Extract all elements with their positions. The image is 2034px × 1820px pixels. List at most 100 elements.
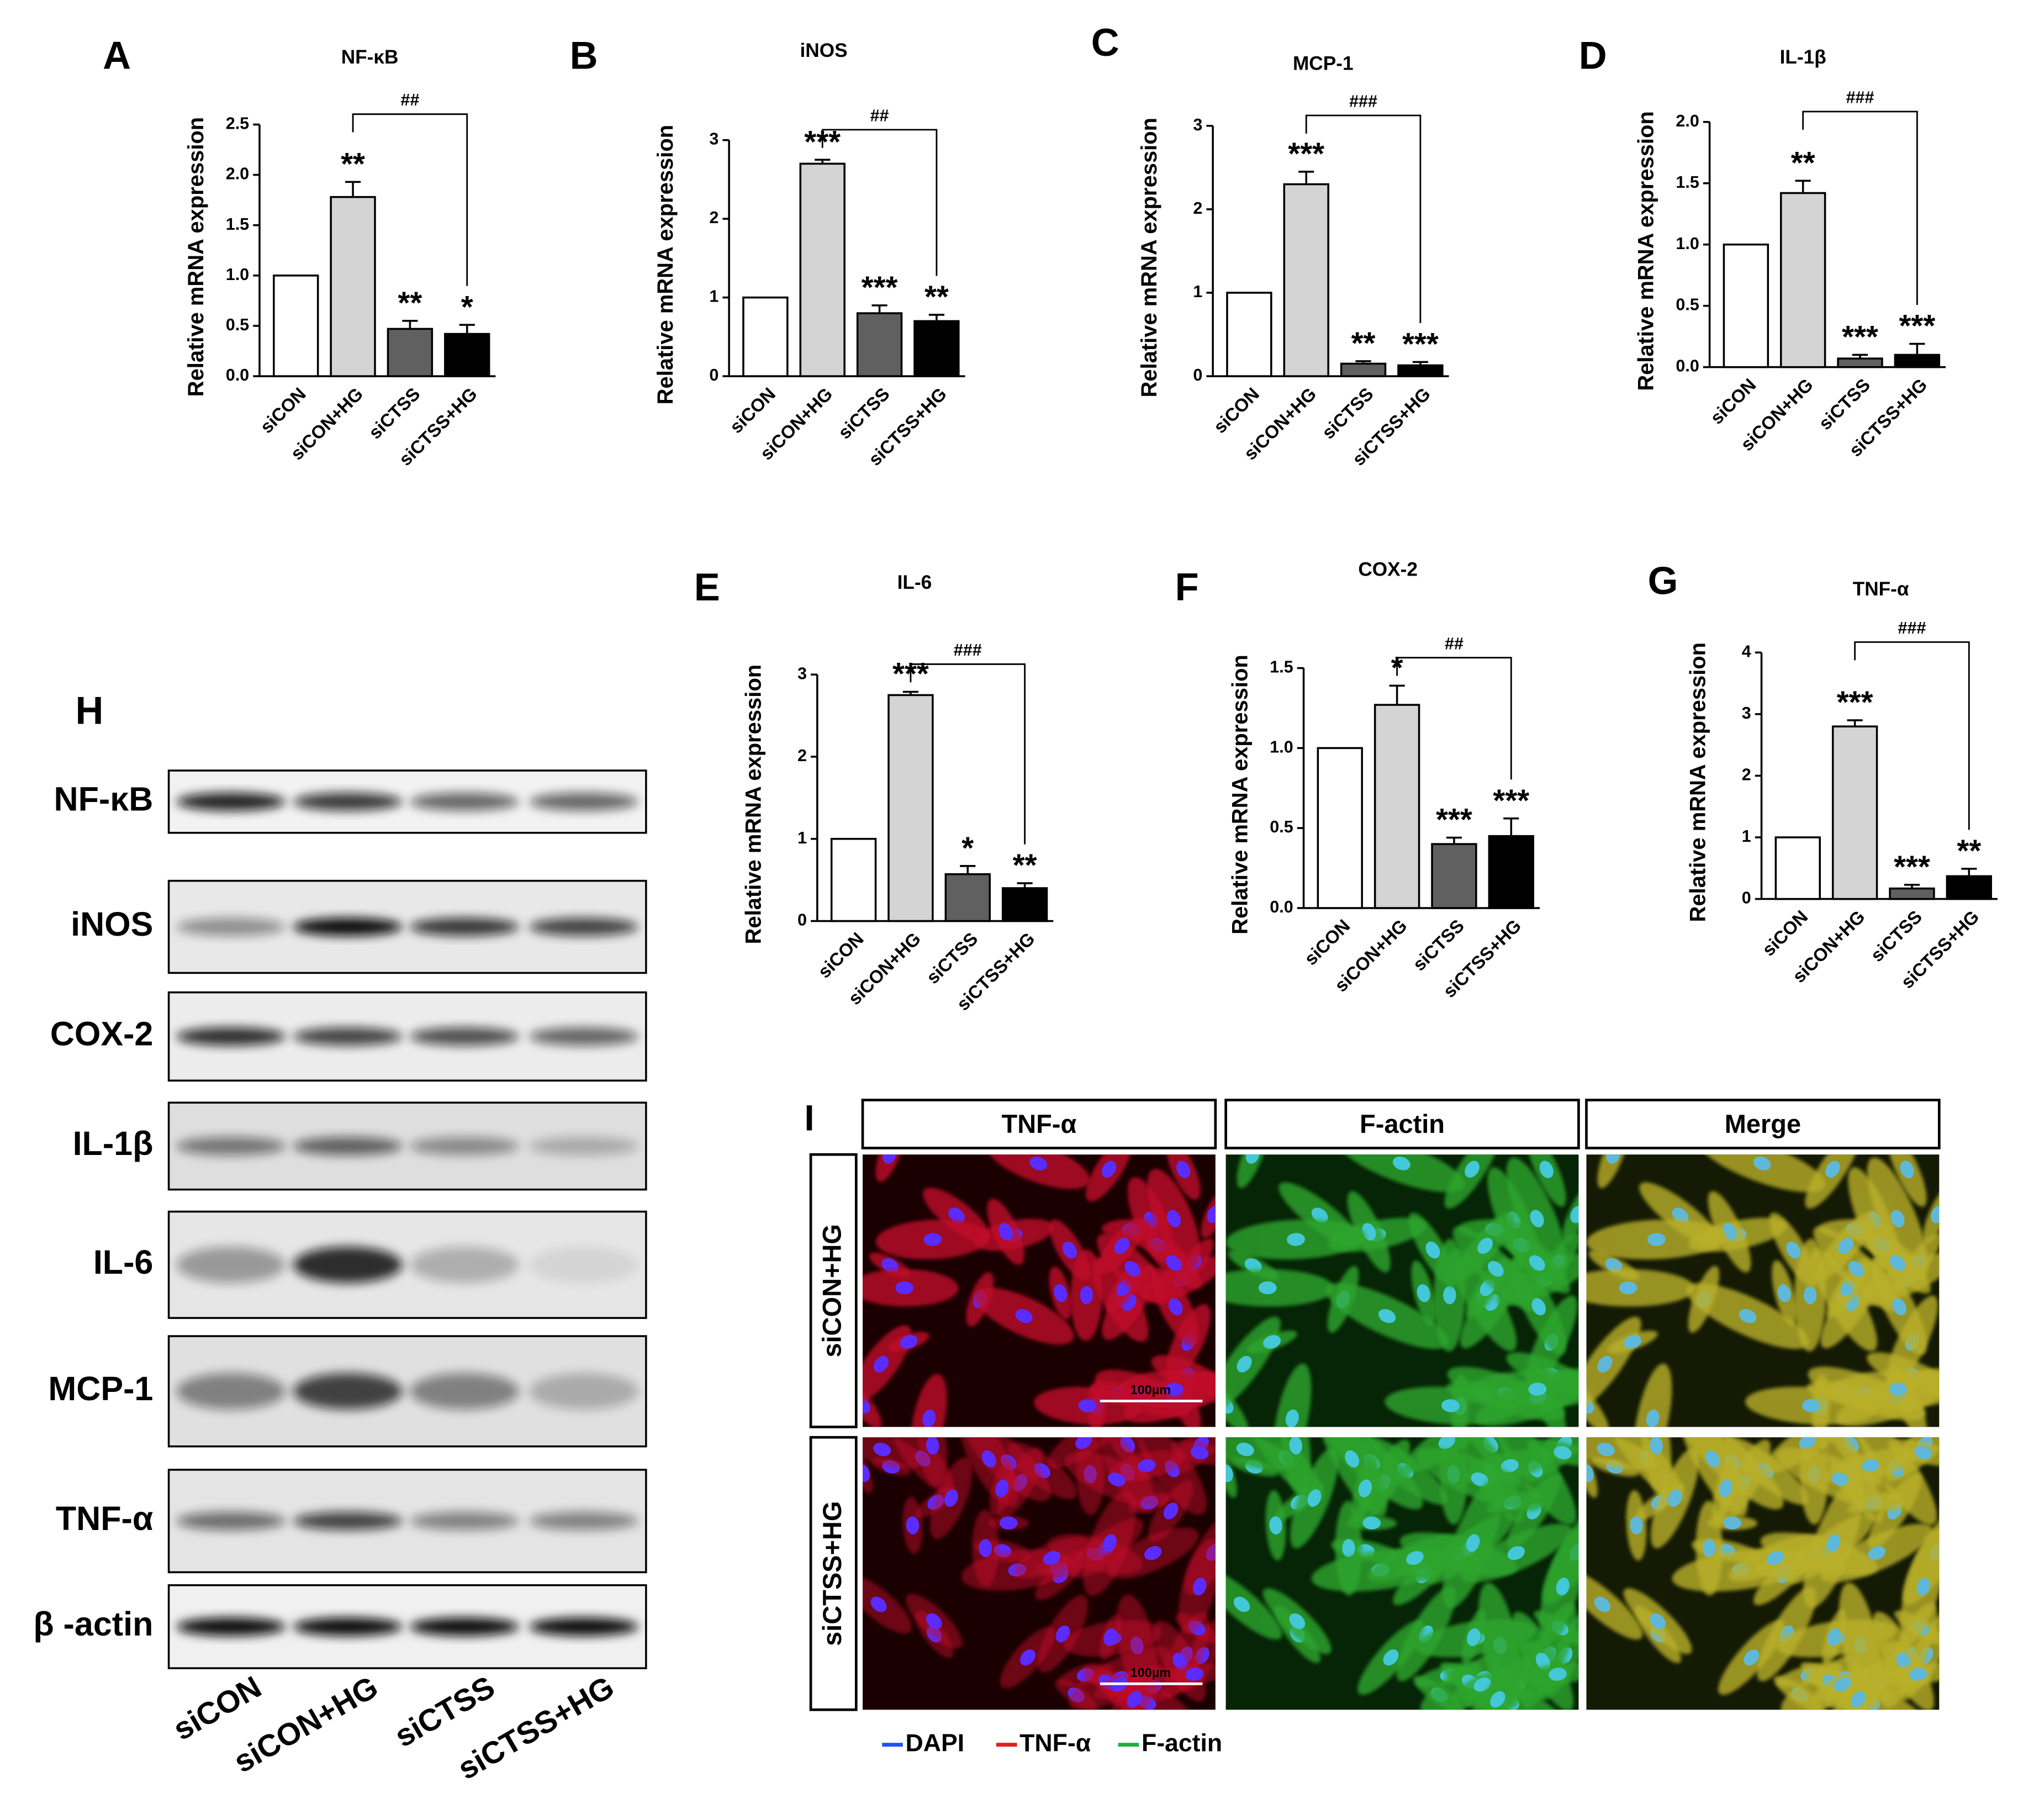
y-axis-label: Relative mRNA expression	[1686, 642, 1710, 922]
y-tick-label: 2.5	[226, 114, 249, 133]
nucleus	[1392, 1156, 1410, 1170]
y-axis-label: Relative mRNA expression	[184, 117, 208, 397]
nucleus	[1647, 1233, 1666, 1246]
nucleus	[1570, 1205, 1579, 1223]
nucleus	[906, 1516, 920, 1534]
nucleus	[883, 1154, 897, 1164]
nucleus	[1825, 1160, 1840, 1178]
x-tick-label: siCON	[726, 383, 779, 437]
nucleus	[1166, 1210, 1181, 1228]
nucleus	[1916, 1578, 1930, 1596]
y-tick-label: 2.0	[1676, 112, 1699, 130]
nucleus	[1263, 1335, 1281, 1349]
bar	[742, 296, 789, 377]
nucleus	[1467, 1628, 1481, 1647]
bar	[944, 873, 991, 922]
nucleus	[948, 1207, 965, 1223]
significance-label: ***	[1894, 850, 1930, 884]
chart-title: TNF-α	[1853, 578, 1909, 600]
significance-bracket	[1396, 657, 1512, 780]
y-axis-label: Relative mRNA expression	[1634, 111, 1658, 391]
nucleus	[1487, 1260, 1504, 1277]
bar	[1397, 364, 1444, 377]
y-tick-label: 3	[709, 130, 718, 149]
chart-title: MCP-1	[1293, 53, 1354, 75]
nucleus	[1767, 1551, 1784, 1565]
nucleus	[1378, 1309, 1396, 1323]
bar-charts: A NF-κB Relative mRNA expression 0.0 0.5 1.0 1…	[103, 20, 1998, 1015]
significance-label: ***	[1842, 319, 1878, 354]
blot-band	[529, 1373, 638, 1410]
nucleus	[1900, 1160, 1914, 1179]
column-header: F-actin	[1360, 1109, 1445, 1138]
nucleus	[1465, 1160, 1480, 1178]
blot-band	[176, 1512, 286, 1531]
nucleus	[1650, 1613, 1666, 1629]
nucleus	[981, 1450, 996, 1468]
bar	[1431, 843, 1477, 909]
nucleus	[995, 1479, 1009, 1497]
y-axis-label: Relative mRNA expression	[1228, 655, 1252, 934]
nucleus	[1103, 1628, 1118, 1647]
y-tick-label: 2	[797, 746, 807, 765]
nucleus	[1311, 1207, 1328, 1223]
nucleus	[1207, 1205, 1216, 1223]
blot-row-label: MCP-1	[48, 1370, 153, 1407]
significance-bracket	[1305, 114, 1422, 323]
nucleus	[926, 1613, 942, 1629]
nucleus	[881, 1258, 899, 1273]
blot-band	[410, 1512, 519, 1531]
nucleus	[923, 1233, 942, 1246]
nucleus	[1055, 1625, 1070, 1643]
nucleus	[1342, 1539, 1355, 1558]
blot-band	[529, 917, 638, 936]
y-tick-label: 0	[709, 366, 718, 384]
panel-letter: A	[103, 33, 131, 77]
bar	[1226, 292, 1272, 377]
chart-title: COX-2	[1358, 559, 1418, 581]
nucleus	[863, 1397, 870, 1414]
nucleus	[863, 1464, 870, 1483]
y-tick-label: 0.5	[226, 315, 249, 334]
x-tick-label: siCON	[1758, 906, 1811, 960]
y-tick-label: 1.0	[1270, 737, 1293, 756]
nucleus	[1668, 1489, 1682, 1507]
nucleus	[1834, 1677, 1852, 1692]
panel-letter: C	[1091, 20, 1119, 64]
bar	[830, 837, 877, 922]
bar	[330, 196, 376, 377]
blot-band	[293, 1137, 403, 1156]
y-tick-label: 0.0	[1676, 357, 1699, 376]
column-header: Merge	[1725, 1109, 1801, 1138]
blot-band	[293, 1617, 403, 1636]
nucleus	[1630, 1516, 1643, 1534]
nucleus	[1490, 1691, 1505, 1708]
bracket-label: ###	[954, 641, 982, 660]
blot-band	[176, 792, 286, 811]
blot-band	[176, 1373, 286, 1410]
y-tick-label: 0.0	[226, 366, 249, 384]
chart: A NF-κB Relative mRNA expression 0.0 0.5 1.0 1…	[103, 33, 496, 469]
nucleus	[1190, 1446, 1209, 1460]
y-tick-label: 0	[797, 911, 807, 930]
blot-band	[410, 917, 519, 936]
bar	[1488, 835, 1534, 909]
panel-letter: F	[1175, 565, 1199, 609]
significance-label: ***	[1493, 783, 1529, 817]
scale-bar-label: 100µm	[1130, 1383, 1171, 1397]
blot-band	[410, 1137, 519, 1156]
y-tick-label: 3	[1742, 704, 1751, 722]
cells	[1586, 1154, 1940, 1427]
nucleus	[944, 1489, 958, 1507]
nucleus	[1285, 1409, 1299, 1427]
chart-title: iNOS	[800, 40, 848, 61]
significance-label: **	[1957, 833, 1981, 868]
bar	[913, 320, 960, 377]
nucleus	[1723, 1516, 1742, 1530]
y-tick-label: 3	[797, 664, 807, 683]
y-axis-label: Relative mRNA expression	[1137, 118, 1161, 397]
nucleus	[1753, 1156, 1771, 1170]
blot-band	[293, 1373, 403, 1410]
micrograph	[1225, 1437, 1579, 1710]
